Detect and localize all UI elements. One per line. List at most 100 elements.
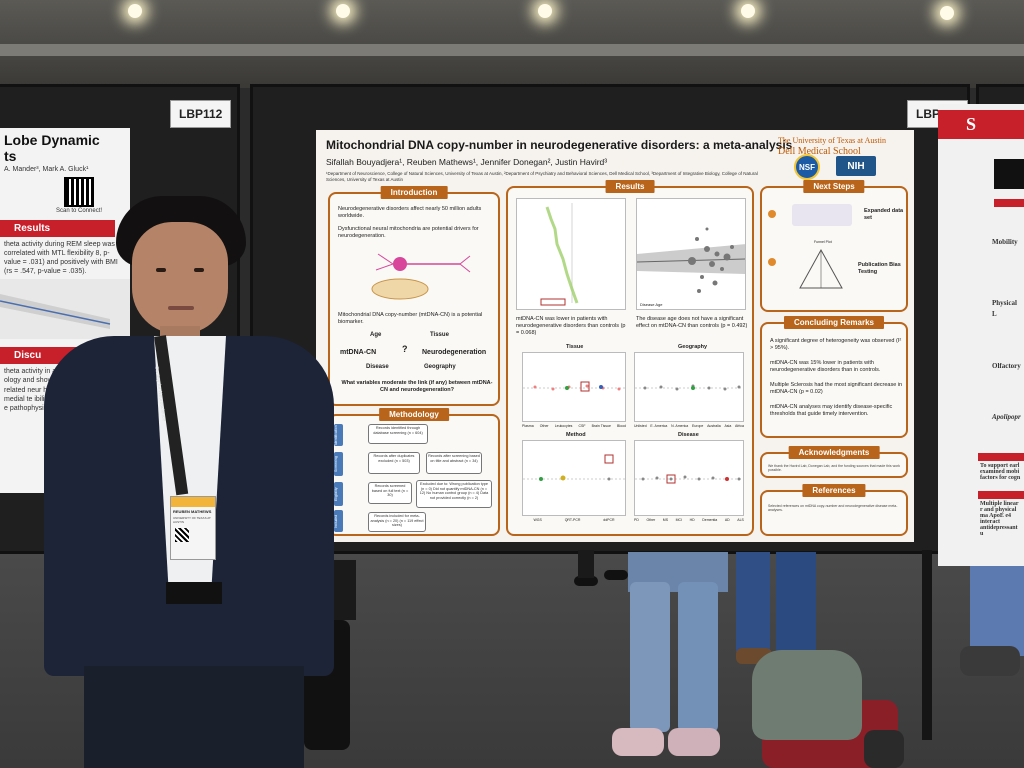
tick: Asia bbox=[724, 424, 732, 428]
tick: AD bbox=[724, 518, 730, 522]
forest-plot bbox=[516, 198, 626, 310]
conclusion-3: Multiple Sclerosis had the most signific… bbox=[770, 382, 903, 396]
subplot-title-geography: Geography bbox=[678, 344, 708, 350]
diagram-disease: Disease bbox=[366, 364, 389, 370]
right-line: Olfactory bbox=[992, 361, 1021, 370]
tick: Unlisted bbox=[634, 424, 647, 428]
poster-affiliations: ¹Department of Neuroscience, College of … bbox=[326, 171, 758, 182]
method-ticks: WGS QRT-PCR ddPCR bbox=[522, 518, 626, 523]
flow-step: Excluded due to: Wrong publication type … bbox=[416, 480, 492, 508]
geography-plot bbox=[634, 352, 744, 422]
tick: E. America bbox=[650, 424, 668, 428]
background-person-blue bbox=[736, 552, 826, 672]
left-poster-title: Lobe Dynamic bbox=[4, 132, 100, 148]
conclusion-4: mtDNA-CN analyses may identify disease-s… bbox=[770, 404, 893, 418]
left-results-header: Results bbox=[0, 220, 115, 237]
left-poster-plot bbox=[0, 279, 130, 340]
dell-logo-text: Dell Medical School bbox=[778, 145, 861, 157]
flow-step: Records included for meta-analysis (n = … bbox=[368, 512, 426, 532]
tick: Other bbox=[539, 424, 549, 428]
funnel-plot-icon bbox=[799, 248, 843, 289]
tick: Brain Tissue bbox=[591, 424, 611, 428]
methodology-heading: Methodology bbox=[379, 408, 449, 421]
ut-logo: The University of Texas at Austin Dell Me… bbox=[778, 136, 886, 158]
nsf-logo: NSF bbox=[794, 154, 820, 180]
tick: PD bbox=[634, 518, 639, 522]
badge-name: REUBEN MATHEWS bbox=[173, 509, 212, 514]
subplot-title-method: Method bbox=[566, 432, 586, 438]
badge-qr bbox=[175, 528, 189, 542]
acknowledgments-panel: Acknowledgments We thank the Havird Lab,… bbox=[760, 446, 908, 478]
flow-step: Records after screening based on title a… bbox=[426, 452, 482, 474]
disease-ticks: PD Other MS MCI HD Dementia AD ALS bbox=[634, 518, 744, 523]
meta-regression-plot bbox=[636, 198, 746, 310]
poster-authors: Sifallah Bouyadjera¹, Reuben Mathews¹, J… bbox=[326, 157, 608, 167]
tick: Other bbox=[646, 518, 656, 522]
plot2-xlabel: Disease Age bbox=[640, 302, 663, 307]
right-line: To support earl examined mobi factors fo… bbox=[980, 462, 1021, 481]
ut-logo-text: The University of Texas at Austin bbox=[778, 136, 886, 145]
diagram-geography: Geography bbox=[424, 364, 456, 370]
introduction-heading: Introduction bbox=[380, 186, 448, 199]
tick: Leukocytes bbox=[554, 424, 573, 428]
left-results-text: theta activity during REM sleep was ly c… bbox=[4, 241, 122, 276]
flow-step: Records screened based on full text (n =… bbox=[368, 482, 412, 504]
next-steps-panel: Next Steps Expanded data set Funnel Plot… bbox=[760, 180, 908, 312]
results-caption-1: mtDNA-CN was lower in patients with neur… bbox=[516, 316, 626, 337]
tick: QRT-PCR bbox=[564, 518, 581, 522]
references-panel: References Selected references on mtDNA … bbox=[760, 484, 908, 536]
tick: MS bbox=[662, 518, 669, 522]
results-panel: Results Disease Age mtDNA-CN was lower i… bbox=[506, 180, 754, 536]
intro-bullet-2: Dysfunctional neural mitochondria are po… bbox=[338, 226, 479, 240]
step-marker bbox=[768, 258, 776, 266]
face bbox=[132, 222, 228, 334]
right-line: Multiple linear r and physical ma ApoE e… bbox=[980, 500, 1019, 537]
next-step-2: Publication Bias Testing bbox=[858, 262, 901, 276]
conclusions-panel: Concluding Remarks A significant degree … bbox=[760, 316, 908, 438]
neuron-illustration bbox=[371, 253, 471, 300]
ceiling-light bbox=[741, 4, 755, 18]
right-poster-title: S bbox=[938, 110, 1024, 139]
references-heading: References bbox=[802, 484, 866, 497]
tick: Africa bbox=[735, 424, 744, 428]
conclusion-2: mtDNA-CN was 15% lower in patients with … bbox=[770, 360, 881, 374]
tick: CSF bbox=[578, 424, 586, 428]
board-number-sign: LBP112 bbox=[170, 100, 232, 128]
intro-question: What variables moderate the link (if any… bbox=[341, 380, 493, 394]
ceiling-beam bbox=[0, 44, 1024, 56]
diagram-neurodegeneration: Neurodegeneration bbox=[422, 349, 487, 356]
right-poster: S Mobility Physical L Olfactory Apolipop… bbox=[938, 104, 1024, 566]
name-badge: REUBEN MATHEWS UNIVERSITY OF TEXAS AT AU… bbox=[170, 496, 216, 560]
results-heading: Results bbox=[605, 180, 655, 193]
diagram-question: ? bbox=[402, 344, 408, 354]
step-marker bbox=[768, 210, 776, 218]
ceiling bbox=[0, 0, 1024, 88]
references-text: Selected references on mtDNA copy-number… bbox=[768, 504, 898, 513]
funnel-label: Funnel Plot bbox=[814, 240, 832, 244]
badge-org: UNIVERSITY OF TEXAS AT AUSTIN bbox=[173, 516, 211, 524]
belt bbox=[166, 582, 222, 604]
person-behind-legs bbox=[296, 560, 360, 750]
methodology-panel: Methodology Identification Screening Eli… bbox=[328, 408, 500, 536]
flow-step: Records identified through database scre… bbox=[368, 424, 428, 444]
results-caption-2: The disease age does not have a signific… bbox=[636, 316, 748, 330]
right-line: Apolipopr bbox=[992, 412, 1021, 421]
next-steps-heading: Next Steps bbox=[803, 180, 865, 193]
ceiling-light bbox=[538, 4, 552, 18]
data-set-icon bbox=[792, 204, 852, 226]
acknowledgments-text: We thank the Havird Lab, Donegan Lab, an… bbox=[768, 464, 901, 473]
disease-plot bbox=[634, 440, 744, 516]
ceiling-light bbox=[128, 4, 142, 18]
tick: MCI bbox=[675, 518, 683, 522]
tick: Blood bbox=[617, 424, 626, 428]
diagram-age: Age bbox=[370, 332, 382, 338]
right-line: Physical L bbox=[992, 299, 1017, 319]
background-person-jeans bbox=[612, 552, 740, 768]
conclusions-heading: Concluding Remarks bbox=[783, 316, 885, 329]
subplot-title-disease: Disease bbox=[678, 432, 699, 438]
left-poster-authors: A. Mander³, Mark A. Gluck¹ bbox=[4, 166, 89, 173]
diagram-tissue: Tissue bbox=[430, 332, 449, 338]
tick: ddPCR bbox=[603, 518, 615, 522]
next-step-1: Expanded data set bbox=[864, 208, 904, 222]
